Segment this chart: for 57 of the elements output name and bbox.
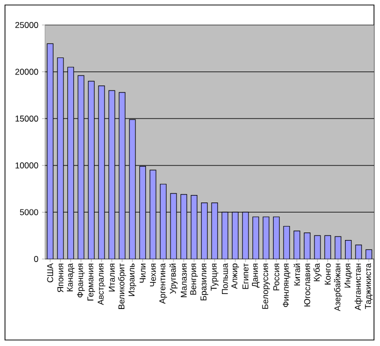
bar bbox=[222, 212, 228, 259]
bar bbox=[180, 194, 188, 259]
x-tick-label: Конго bbox=[324, 264, 331, 284]
bar bbox=[190, 195, 198, 259]
x-tick-label: Чехия bbox=[150, 264, 156, 286]
bar bbox=[232, 212, 239, 259]
x-tick-label: Япония bbox=[57, 264, 64, 292]
x-tick-label: Германия bbox=[87, 264, 96, 300]
bar bbox=[273, 216, 280, 259]
x-tick-label: Венгрия bbox=[190, 264, 198, 295]
x-tick-label: Финляндия bbox=[282, 264, 290, 308]
y-tick-label: 5000 bbox=[20, 209, 38, 216]
x-tick-label: Индия bbox=[344, 264, 352, 288]
bar bbox=[139, 166, 146, 259]
x-tick-label: Египет bbox=[242, 263, 248, 289]
x-tick-label: Афганистан bbox=[354, 264, 363, 310]
y-tick-label: 20000 bbox=[15, 68, 38, 75]
bar bbox=[88, 80, 95, 259]
bar bbox=[108, 90, 116, 259]
x-tick-label: Малазия bbox=[180, 264, 187, 298]
bar bbox=[252, 216, 260, 259]
bar bbox=[160, 184, 167, 259]
bar bbox=[67, 66, 74, 259]
y-tick-label: 25000 bbox=[15, 22, 38, 28]
x-tick-label: Азербайжан bbox=[334, 264, 342, 312]
x-tick-label: Бразилия bbox=[200, 264, 208, 300]
x-tick-label: Франция bbox=[77, 264, 85, 298]
x-tick-label: Таджикиста bbox=[365, 263, 373, 310]
x-tick-label: Австралия bbox=[98, 264, 106, 306]
bar bbox=[283, 226, 290, 259]
bar bbox=[294, 230, 300, 259]
x-tick-label: Турция bbox=[210, 264, 218, 291]
x-tick-label: Югославия bbox=[304, 264, 310, 306]
x-tick-label: Польша bbox=[222, 263, 228, 294]
x-tick-label: Китай bbox=[294, 264, 300, 286]
x-tick-label: США bbox=[47, 263, 54, 282]
x-tick-label: Израиль bbox=[128, 264, 136, 296]
y-tick-label: 15000 bbox=[16, 116, 38, 122]
x-tick-label: Уругвай bbox=[170, 264, 178, 294]
x-tick-label: Италия bbox=[108, 264, 115, 292]
x-tick-label: Куба bbox=[313, 263, 322, 282]
bar bbox=[57, 57, 64, 259]
bar bbox=[118, 92, 126, 259]
bar bbox=[201, 202, 208, 259]
x-tick-label: Великобрит bbox=[118, 263, 126, 309]
x-tick-label: Алжир bbox=[231, 264, 239, 289]
bar bbox=[211, 202, 218, 259]
x-tick-label: Аргентина bbox=[159, 263, 168, 304]
bar bbox=[129, 119, 136, 259]
x-tick-label: Канада bbox=[66, 263, 74, 292]
x-tick-label: Белоруссия bbox=[262, 264, 270, 309]
x-tick-label: Чили bbox=[140, 264, 146, 283]
x-tick-label: Россия bbox=[273, 264, 280, 290]
y-tick-label: 10000 bbox=[16, 162, 38, 168]
x-tick-label: Дания bbox=[252, 264, 260, 288]
bar bbox=[46, 43, 54, 259]
y-tick-label: 0 bbox=[34, 256, 38, 262]
